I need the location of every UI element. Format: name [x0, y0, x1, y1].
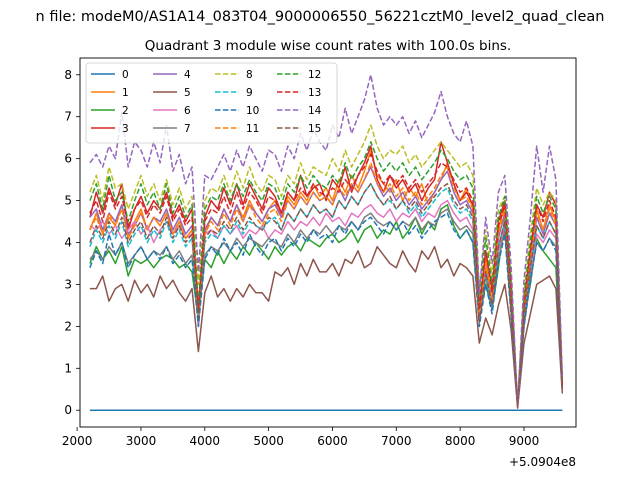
legend-label-14: 14 — [308, 105, 322, 117]
y-tick-label: 0 — [64, 403, 72, 417]
x-tick-label: 8000 — [445, 434, 476, 448]
x-axis: 2000 3000 4000 5000 6000 7000 8000 9000 — [62, 427, 539, 448]
y-tick-label: 4 — [64, 236, 72, 250]
legend-label-6: 6 — [184, 105, 191, 117]
y-tick-label: 8 — [64, 68, 72, 82]
y-tick-label: 3 — [64, 277, 72, 291]
series-line-13 — [89, 153, 564, 407]
legend-label-0: 0 — [122, 69, 129, 81]
chart-title: Quadrant 3 module wise count rates with … — [145, 38, 511, 54]
y-tick-label: 2 — [64, 319, 72, 333]
legend-label-4: 4 — [184, 69, 191, 81]
x-tick-label: 3000 — [126, 434, 157, 448]
legend-label-12: 12 — [308, 69, 321, 81]
legend-label-10: 10 — [246, 105, 259, 117]
legend-label-11: 11 — [246, 123, 259, 135]
legend-label-9: 9 — [246, 87, 253, 99]
legend-label-2: 2 — [122, 105, 129, 117]
y-axis: 0 1 2 3 4 5 6 7 8 — [64, 68, 80, 417]
series-line-8 — [89, 124, 564, 407]
series-line-12 — [89, 141, 564, 407]
x-offset-label: +5.0904e8 — [509, 455, 576, 469]
legend-label-3: 3 — [122, 123, 129, 135]
legend-label-5: 5 — [184, 87, 191, 99]
legend-box — [85, 62, 338, 144]
figure-suptitle: n file: modeM0/AS1A14_083T04_9000006550_… — [36, 9, 605, 25]
legend-label-13: 13 — [308, 87, 321, 99]
x-tick-label: 7000 — [381, 434, 412, 448]
x-tick-label: 5000 — [253, 434, 284, 448]
series-line-15 — [89, 183, 564, 407]
series-line-11 — [89, 162, 564, 407]
series-line-3 — [89, 141, 564, 407]
legend-label-15: 15 — [308, 123, 321, 135]
legend-label-8: 8 — [246, 69, 253, 81]
legend-label-7: 7 — [184, 123, 191, 135]
series-line-5 — [89, 245, 564, 409]
y-tick-label: 1 — [64, 361, 72, 375]
x-tick-label: 4000 — [190, 434, 221, 448]
legend-label-1: 1 — [122, 87, 129, 99]
x-tick-label: 6000 — [317, 434, 348, 448]
y-tick-label: 7 — [64, 110, 72, 124]
y-tick-label: 5 — [64, 194, 72, 208]
x-tick-label: 9000 — [509, 434, 540, 448]
x-tick-label: 2000 — [62, 434, 93, 448]
plot-series-layer — [89, 74, 564, 411]
y-tick-label: 6 — [64, 152, 72, 166]
